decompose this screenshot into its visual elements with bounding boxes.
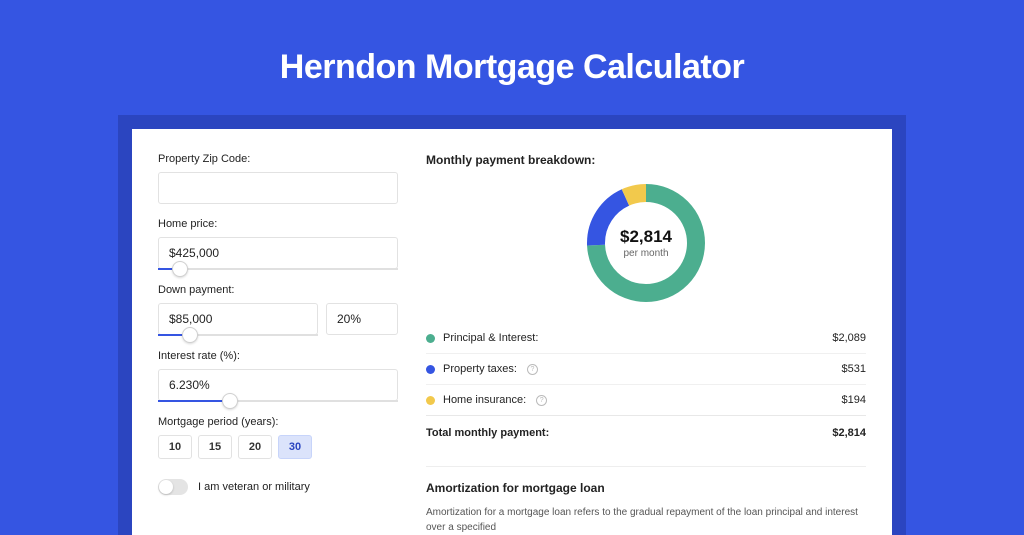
- amortization-title: Amortization for mortgage loan: [426, 481, 866, 495]
- interest-rate-slider-thumb[interactable]: [222, 393, 238, 409]
- amortization-section: Amortization for mortgage loan Amortizat…: [426, 466, 866, 535]
- legend-row: Property taxes:? $531: [426, 353, 866, 384]
- period-label: Mortgage period (years):: [158, 416, 398, 428]
- interest-rate-label: Interest rate (%):: [158, 350, 398, 362]
- down-payment-label: Down payment:: [158, 284, 398, 296]
- legend-label: Property taxes:: [443, 363, 517, 375]
- total-label: Total monthly payment:: [426, 427, 549, 439]
- interest-rate-slider[interactable]: [158, 400, 398, 402]
- breakdown-panel: Monthly payment breakdown: $2,814 per mo…: [426, 153, 866, 535]
- home-price-slider[interactable]: [158, 268, 398, 270]
- home-price-input[interactable]: [158, 237, 398, 269]
- donut-sub: per month: [623, 248, 668, 259]
- down-payment-slider[interactable]: [158, 334, 318, 336]
- veteran-toggle-knob: [159, 480, 173, 494]
- breakdown-legend: Principal & Interest: $2,089 Property taxe…: [426, 323, 866, 415]
- legend-label: Home insurance:: [443, 394, 526, 406]
- payment-donut: $2,814 per month: [584, 181, 708, 305]
- breakdown-total-row: Total monthly payment: $2,814: [426, 415, 866, 448]
- field-home-price: Home price:: [158, 218, 398, 270]
- interest-rate-slider-fill: [158, 400, 230, 402]
- legend-dot: [426, 334, 435, 343]
- down-payment-percent-input[interactable]: [326, 303, 398, 335]
- page-title: Herndon Mortgage Calculator: [0, 48, 1024, 87]
- period-btn-30[interactable]: 30: [278, 435, 312, 459]
- field-period: Mortgage period (years): 10152030: [158, 416, 398, 459]
- field-veteran: I am veteran or military: [158, 479, 398, 495]
- legend-row: Principal & Interest: $2,089: [426, 323, 866, 353]
- interest-rate-input[interactable]: [158, 369, 398, 401]
- donut-amount: $2,814: [620, 227, 672, 247]
- period-btn-10[interactable]: 10: [158, 435, 192, 459]
- amortization-text: Amortization for a mortgage loan refers …: [426, 505, 866, 535]
- down-payment-slider-thumb[interactable]: [182, 327, 198, 343]
- calculator-card: Property Zip Code: Home price: Down paym…: [132, 129, 892, 535]
- info-icon[interactable]: ?: [536, 395, 547, 406]
- legend-value: $2,089: [832, 332, 866, 344]
- donut-wrap: $2,814 per month: [426, 181, 866, 305]
- info-icon[interactable]: ?: [527, 364, 538, 375]
- period-btn-15[interactable]: 15: [198, 435, 232, 459]
- home-price-label: Home price:: [158, 218, 398, 230]
- card-shadow: Property Zip Code: Home price: Down paym…: [118, 115, 906, 535]
- field-down-payment: Down payment:: [158, 284, 398, 336]
- legend-label: Principal & Interest:: [443, 332, 538, 344]
- zip-label: Property Zip Code:: [158, 153, 398, 165]
- breakdown-title: Monthly payment breakdown:: [426, 153, 866, 167]
- legend-value: $194: [842, 394, 866, 406]
- home-price-slider-thumb[interactable]: [172, 261, 188, 277]
- legend-dot: [426, 365, 435, 374]
- donut-center: $2,814 per month: [584, 181, 708, 305]
- legend-value: $531: [842, 363, 866, 375]
- veteran-toggle[interactable]: [158, 479, 188, 495]
- total-value: $2,814: [832, 427, 866, 439]
- field-zip: Property Zip Code:: [158, 153, 398, 204]
- zip-input[interactable]: [158, 172, 398, 204]
- field-interest-rate: Interest rate (%):: [158, 350, 398, 402]
- legend-row: Home insurance:? $194: [426, 384, 866, 415]
- legend-dot: [426, 396, 435, 405]
- period-btn-20[interactable]: 20: [238, 435, 272, 459]
- form-panel: Property Zip Code: Home price: Down paym…: [158, 153, 398, 535]
- veteran-label: I am veteran or military: [198, 481, 310, 493]
- period-options: 10152030: [158, 435, 398, 459]
